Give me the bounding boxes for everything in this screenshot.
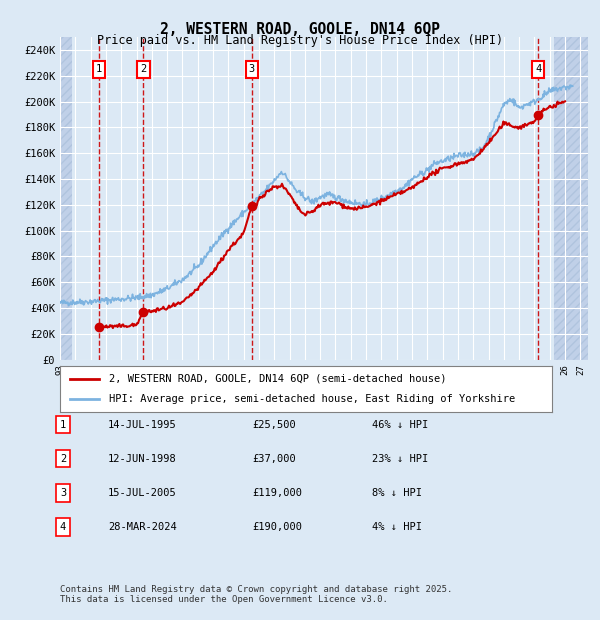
Text: 23% ↓ HPI: 23% ↓ HPI (372, 454, 428, 464)
Text: 1: 1 (60, 420, 66, 430)
Text: 46% ↓ HPI: 46% ↓ HPI (372, 420, 428, 430)
Text: £25,500: £25,500 (252, 420, 296, 430)
Text: 2, WESTERN ROAD, GOOLE, DN14 6QP (semi-detached house): 2, WESTERN ROAD, GOOLE, DN14 6QP (semi-d… (109, 374, 446, 384)
Text: 2: 2 (60, 454, 66, 464)
Text: Contains HM Land Registry data © Crown copyright and database right 2025.
This d: Contains HM Land Registry data © Crown c… (60, 585, 452, 604)
Text: 3: 3 (249, 64, 255, 74)
Text: 1: 1 (96, 64, 102, 74)
Text: Price paid vs. HM Land Registry's House Price Index (HPI): Price paid vs. HM Land Registry's House … (97, 34, 503, 47)
Text: £119,000: £119,000 (252, 488, 302, 498)
Text: 14-JUL-1995: 14-JUL-1995 (108, 420, 177, 430)
Text: 8% ↓ HPI: 8% ↓ HPI (372, 488, 422, 498)
Text: 2, WESTERN ROAD, GOOLE, DN14 6QP: 2, WESTERN ROAD, GOOLE, DN14 6QP (160, 22, 440, 37)
Text: 2: 2 (140, 64, 146, 74)
Text: 4: 4 (60, 522, 66, 532)
Text: 15-JUL-2005: 15-JUL-2005 (108, 488, 177, 498)
Text: HPI: Average price, semi-detached house, East Riding of Yorkshire: HPI: Average price, semi-detached house,… (109, 394, 515, 404)
Text: 4% ↓ HPI: 4% ↓ HPI (372, 522, 422, 532)
Text: 12-JUN-1998: 12-JUN-1998 (108, 454, 177, 464)
Text: £37,000: £37,000 (252, 454, 296, 464)
Text: 3: 3 (60, 488, 66, 498)
Text: 4: 4 (535, 64, 541, 74)
Text: 28-MAR-2024: 28-MAR-2024 (108, 522, 177, 532)
Text: £190,000: £190,000 (252, 522, 302, 532)
